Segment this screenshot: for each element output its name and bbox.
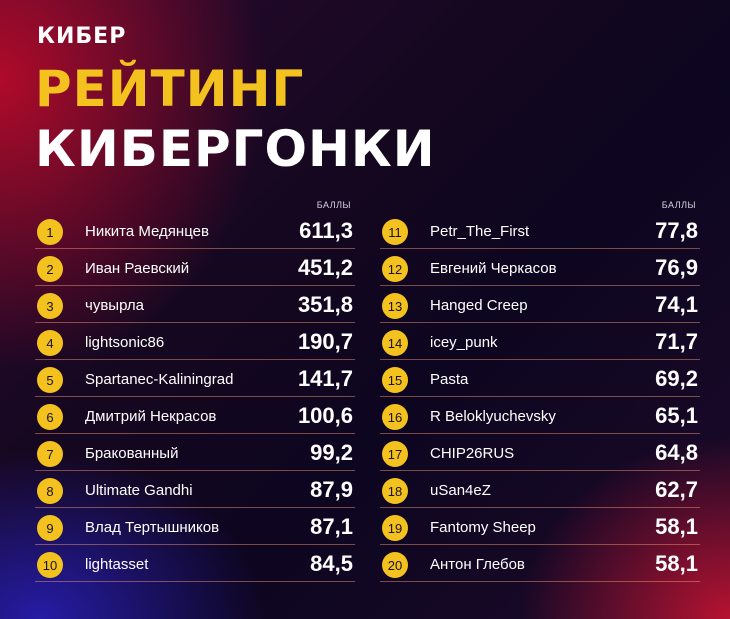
rank-badge: 8 (37, 478, 63, 504)
player-score: 76,9 (655, 255, 698, 280)
player-score: 58,1 (655, 514, 698, 539)
rank-badge: 15 (382, 367, 408, 393)
leaderboard-row: 18 uSan4eZ 62,7 (380, 471, 700, 508)
player-score: 77,8 (655, 218, 698, 243)
leaderboard-row: 9 Влад Тертышников 87,1 (35, 508, 355, 545)
player-score: 141,7 (297, 366, 353, 391)
player-name: Ultimate Gandhi (85, 482, 193, 499)
player-name: CHIP26RUS (430, 445, 515, 462)
player-score: 451,2 (297, 255, 353, 280)
leaderboard-row: 20 Антон Глебов 58,1 (380, 545, 700, 582)
title-line-1: РЕЙТИНГ (35, 60, 305, 118)
player-score: 611,3 (299, 218, 353, 243)
rank-badge: 4 (37, 330, 63, 356)
rank-badge: 13 (382, 293, 408, 319)
leaderboard-row: 11 Petr_The_First 77,8 (380, 212, 700, 249)
rank-badge: 3 (37, 293, 63, 319)
leaderboard-row: 17 CHIP26RUS 64,8 (380, 434, 700, 471)
player-name: Влад Тертышников (85, 519, 220, 536)
player-name: чувырла (85, 297, 144, 314)
points-header: БАЛЛЫ (316, 200, 351, 210)
points-header: БАЛЛЫ (661, 200, 696, 210)
rank-badge: 12 (382, 256, 408, 282)
rank-badge: 18 (382, 478, 408, 504)
rank-badge: 1 (37, 219, 63, 245)
brand-logo: КИБЕР (37, 24, 127, 49)
player-name: icey_punk (430, 334, 498, 351)
player-score: 87,1 (310, 514, 353, 539)
player-name: Pasta (430, 371, 469, 388)
player-name: Hanged Creep (430, 297, 528, 314)
leaderboard-row: 3 чувырла 351,8 (35, 286, 355, 323)
leaderboard-row: 14 icey_punk 71,7 (380, 323, 700, 360)
player-name: Бракованный (85, 445, 179, 462)
player-name: Fantomy Sheep (430, 519, 536, 536)
leaderboard-row: 4 lightsonic86 190,7 (35, 323, 355, 360)
leaderboard-column-right: БАЛЛЫ 11 Petr_The_First 77,8 12 Евгений Черк… (380, 200, 700, 582)
player-name: lightsonic86 (85, 334, 165, 351)
rank-badge: 17 (382, 441, 408, 467)
player-score: 99,2 (310, 440, 353, 465)
leaderboard-row: 8 Ultimate Gandhi 87,9 (35, 471, 355, 508)
player-score: 74,1 (655, 292, 698, 317)
player-name: lightasset (85, 556, 149, 573)
player-name: R Beloklyuchevsky (430, 408, 556, 425)
player-score: 71,7 (655, 329, 698, 354)
leaderboard-row: 16 R Beloklyuchevsky 65,1 (380, 397, 700, 434)
rank-badge: 16 (382, 404, 408, 430)
player-name: Евгений Черкасов (430, 260, 557, 277)
rank-badge: 10 (37, 552, 63, 578)
rank-badge: 6 (37, 404, 63, 430)
leaderboard-row: 10 lightasset 84,5 (35, 545, 355, 582)
player-score: 64,8 (655, 440, 698, 465)
player-score: 100,6 (297, 403, 353, 428)
player-score: 84,5 (310, 551, 353, 576)
player-score: 65,1 (655, 403, 698, 428)
player-score: 69,2 (655, 366, 698, 391)
leaderboard-row: 15 Pasta 69,2 (380, 360, 700, 397)
leaderboard-row: 6 Дмитрий Некрасов 100,6 (35, 397, 355, 434)
leaderboard-row: 2 Иван Раевский 451,2 (35, 249, 355, 286)
player-name: Дмитрий Некрасов (85, 408, 217, 425)
player-name: Spartanec-Kaliningrad (85, 371, 234, 388)
leaderboard-column-left: БАЛЛЫ 1 Никита Медянцев 611,3 2 Иван Раевски… (35, 200, 355, 582)
player-name: Petr_The_First (430, 223, 530, 240)
rank-badge: 11 (382, 219, 408, 245)
leaderboard-row: 7 Бракованный 99,2 (35, 434, 355, 471)
rank-badge: 19 (382, 515, 408, 541)
rank-badge: 20 (382, 552, 408, 578)
player-score: 87,9 (310, 477, 353, 502)
leaderboard-row: 19 Fantomy Sheep 58,1 (380, 508, 700, 545)
title-line-2: КИБЕРГОНКИ (35, 120, 436, 178)
player-name: Иван Раевский (85, 260, 190, 277)
rank-badge: 2 (37, 256, 63, 282)
leaderboard-row: 1 Никита Медянцев 611,3 (35, 212, 355, 249)
leaderboard-row: 13 Hanged Creep 74,1 (380, 286, 700, 323)
player-name: uSan4eZ (430, 482, 491, 499)
player-name: Антон Глебов (430, 556, 525, 573)
leaderboard-row: 12 Евгений Черкасов 76,9 (380, 249, 700, 286)
rank-badge: 7 (37, 441, 63, 467)
player-score: 190,7 (297, 329, 353, 354)
rank-badge: 5 (37, 367, 63, 393)
leaderboard-row: 5 Spartanec-Kaliningrad 141,7 (35, 360, 355, 397)
player-score: 58,1 (655, 551, 698, 576)
rank-badge: 9 (37, 515, 63, 541)
player-score: 351,8 (297, 292, 353, 317)
player-score: 62,7 (655, 477, 698, 502)
rank-badge: 14 (382, 330, 408, 356)
player-name: Никита Медянцев (85, 223, 209, 240)
